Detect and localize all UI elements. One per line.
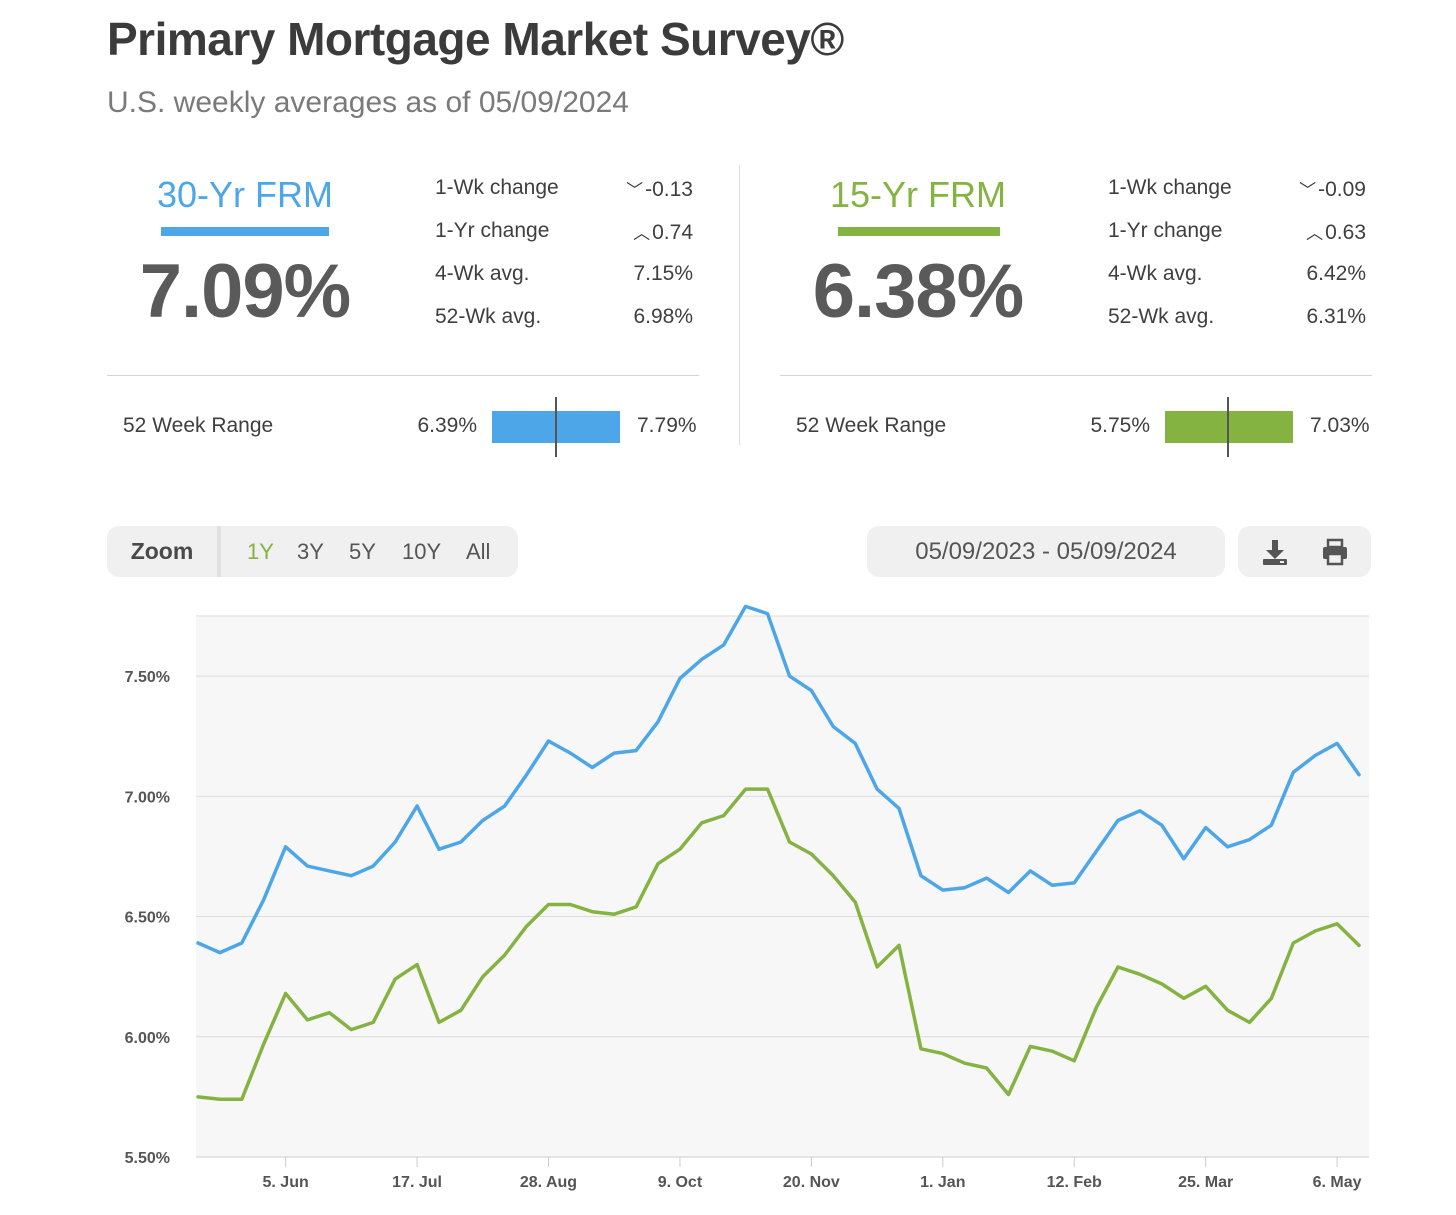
range-low: 6.39%: [417, 414, 477, 437]
y-tick-label: 5.50%: [125, 1150, 170, 1167]
chevron-up-icon: ︿: [633, 224, 651, 243]
zoom-label: Zoom: [107, 526, 221, 577]
x-tick-label: 17. Jul: [392, 1174, 442, 1191]
y-tick-label: 7.50%: [125, 669, 170, 686]
stat-label: 4-Wk avg.: [435, 262, 530, 285]
frm30-stat-1wk: 1-Wk change ﹀-0.13: [435, 176, 697, 206]
frm15-stat-52wk: 52-Wk avg. 6.31%: [1108, 305, 1370, 335]
zoom-3y-button[interactable]: 3Y: [297, 539, 324, 564]
range-bar: [1165, 411, 1293, 443]
stat-value: 7.15%: [633, 262, 693, 285]
frm30-underline: [161, 227, 329, 236]
chevron-up-icon: ︿: [1306, 224, 1324, 243]
download-icon[interactable]: [1260, 537, 1290, 567]
range-label: 52 Week Range: [123, 414, 274, 437]
stat-label: 1-Wk change: [1108, 176, 1232, 199]
frm15-stat-1wk: 1-Wk change ﹀-0.09: [1108, 176, 1370, 206]
chevron-down-icon: ﹀: [1299, 181, 1317, 200]
range-high: 7.79%: [637, 414, 697, 437]
y-tick-label: 7.00%: [125, 789, 170, 806]
x-tick-label: 5. Jun: [263, 1174, 309, 1191]
frm30-rate: 7.09%: [139, 249, 352, 334]
frm15-stat-4wk: 4-Wk avg. 6.42%: [1108, 262, 1370, 292]
range-label: 52 Week Range: [796, 414, 947, 437]
stat-value: 6.42%: [1306, 262, 1366, 285]
stat-value: ︿0.63: [1306, 221, 1366, 244]
frm30-stat-1yr: 1-Yr change ︿0.74: [435, 219, 697, 249]
chevron-down-icon: ﹀: [626, 181, 644, 200]
zoom-all-button[interactable]: All: [466, 539, 491, 564]
panel-divider: [739, 165, 740, 445]
range-low: 5.75%: [1090, 414, 1150, 437]
x-tick-label: 12. Feb: [1047, 1174, 1102, 1191]
print-icon[interactable]: [1320, 537, 1350, 567]
y-tick-label: 6.50%: [125, 910, 170, 927]
divider: [780, 375, 1372, 376]
stat-label: 52-Wk avg.: [435, 305, 542, 328]
zoom-toolbar: Zoom 1Y 3Y 5Y 10Y All: [107, 526, 518, 577]
stat-label: 1-Yr change: [1108, 219, 1223, 242]
frm15-stat-1yr: 1-Yr change ︿0.63: [1108, 219, 1370, 249]
zoom-5y-button[interactable]: 5Y: [349, 539, 376, 564]
frm30-stat-4wk: 4-Wk avg. 7.15%: [435, 262, 697, 292]
range-high: 7.03%: [1310, 414, 1370, 437]
stat-value: ︿0.74: [633, 221, 693, 244]
series-line-15-yr-frm[interactable]: [196, 787, 1361, 1102]
series-group: [196, 604, 1361, 1102]
x-tick-label: 9. Oct: [658, 1174, 703, 1191]
stat-label: 1-Wk change: [435, 176, 559, 199]
stat-value: 6.98%: [633, 305, 693, 328]
range-current-marker: [555, 397, 557, 457]
x-axis: 5. Jun 17. Jul 28. Aug 9. Oct 20. Nov 1. Jan 1…: [263, 1157, 1362, 1191]
frm15-rate: 6.38%: [812, 249, 1025, 334]
x-tick-label: 28. Aug: [520, 1174, 577, 1191]
grid-lines: [196, 615, 1369, 1158]
export-toolbar: [1238, 526, 1371, 577]
stat-value: ﹀-0.13: [626, 178, 693, 201]
range-current-marker: [1227, 397, 1229, 457]
stat-label: 4-Wk avg.: [1108, 262, 1203, 285]
frm30-stat-52wk: 52-Wk avg. 6.98%: [435, 305, 697, 335]
stat-value: ﹀-0.09: [1299, 178, 1366, 201]
stat-label: 1-Yr change: [435, 219, 550, 242]
stat-label: 52-Wk avg.: [1108, 305, 1215, 328]
page-title: Primary Mortgage Market Survey®: [107, 13, 844, 65]
y-axis: 5.50% 6.00% 6.50% 7.00% 7.50%: [125, 669, 170, 1167]
zoom-1y-button[interactable]: 1Y: [247, 539, 274, 564]
stat-value: 6.31%: [1306, 305, 1366, 328]
frm15-panel: 15-Yr FRM 6.38% 1-Wk change ﹀-0.09 1-Yr …: [780, 160, 1375, 460]
x-tick-label: 25. Mar: [1178, 1174, 1233, 1191]
x-tick-label: 20. Nov: [783, 1174, 840, 1191]
x-tick-label: 6. May: [1313, 1174, 1362, 1191]
frm30-label: 30-Yr FRM: [156, 174, 333, 215]
page-subtitle: U.S. weekly averages as of 05/09/2024: [107, 86, 629, 119]
date-range-display[interactable]: 05/09/2023 - 05/09/2024: [867, 526, 1225, 577]
rate-chart: 5.50% 6.00% 6.50% 7.00% 7.50% 5. Jun 17. Jul 2…: [125, 604, 1369, 1191]
frm30-panel: 30-Yr FRM 7.09% 1-Wk change ﹀-0.13 1-Yr …: [107, 160, 702, 460]
zoom-10y-button[interactable]: 10Y: [402, 539, 442, 564]
plot-background: [196, 616, 1369, 1157]
frm15-label: 15-Yr FRM: [829, 174, 1006, 215]
divider: [107, 375, 699, 376]
x-tick-label: 1. Jan: [920, 1174, 965, 1191]
series-line-30-yr-frm[interactable]: [196, 604, 1361, 955]
frm15-underline: [838, 227, 1000, 236]
y-tick-label: 6.00%: [125, 1030, 170, 1047]
